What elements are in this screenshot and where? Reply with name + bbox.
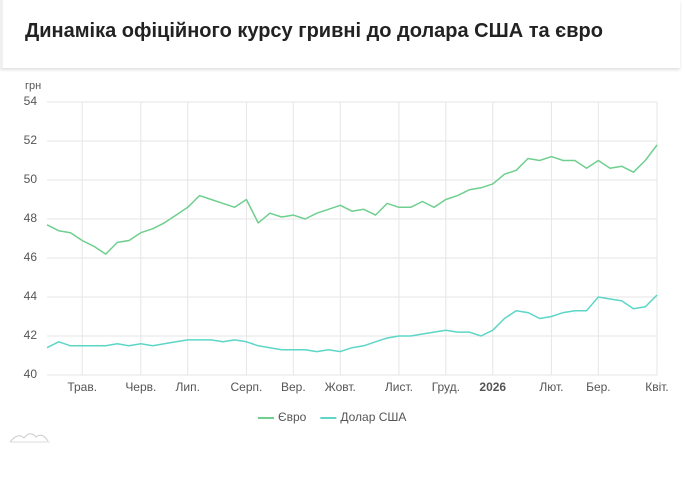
y-tick-label: 40 (24, 367, 38, 381)
header: Динаміка офіційного курсу гривні до дола… (0, 0, 680, 68)
x-tick-label: Трав. (67, 380, 97, 394)
y-tick-label: 50 (24, 172, 38, 186)
x-tick-label: Серп. (230, 380, 262, 394)
x-tick-label: Черв. (125, 380, 156, 394)
y-tick-label: 42 (24, 328, 38, 342)
y-tick-label: 52 (24, 133, 38, 147)
logo (9, 433, 49, 443)
x-tick-label: Жовт. (325, 380, 356, 394)
x-tick-label: Лют. (539, 380, 563, 394)
series-line (46, 294, 658, 353)
series-line (46, 144, 658, 255)
legend-label: Долар США (340, 410, 406, 424)
y-unit: грн (25, 80, 41, 92)
x-tick-label: Вер. (281, 380, 306, 394)
x-tick-label: Лип. (176, 380, 200, 394)
y-tick-label: 54 (24, 94, 38, 108)
x-tick-label: 2026 (479, 380, 506, 394)
legend-label: Євро (278, 410, 307, 424)
x-tick-label: Груд. (432, 380, 460, 394)
x-tick-label: Квіт. (645, 380, 669, 394)
chart-title: Динаміка офіційного курсу гривні до дола… (25, 20, 603, 42)
y-tick-label: 44 (24, 289, 38, 303)
y-tick-label: 46 (24, 250, 38, 264)
x-tick-label: Лист. (385, 380, 413, 394)
y-tick-label: 48 (24, 211, 38, 225)
x-tick-label: Бер. (586, 380, 611, 394)
